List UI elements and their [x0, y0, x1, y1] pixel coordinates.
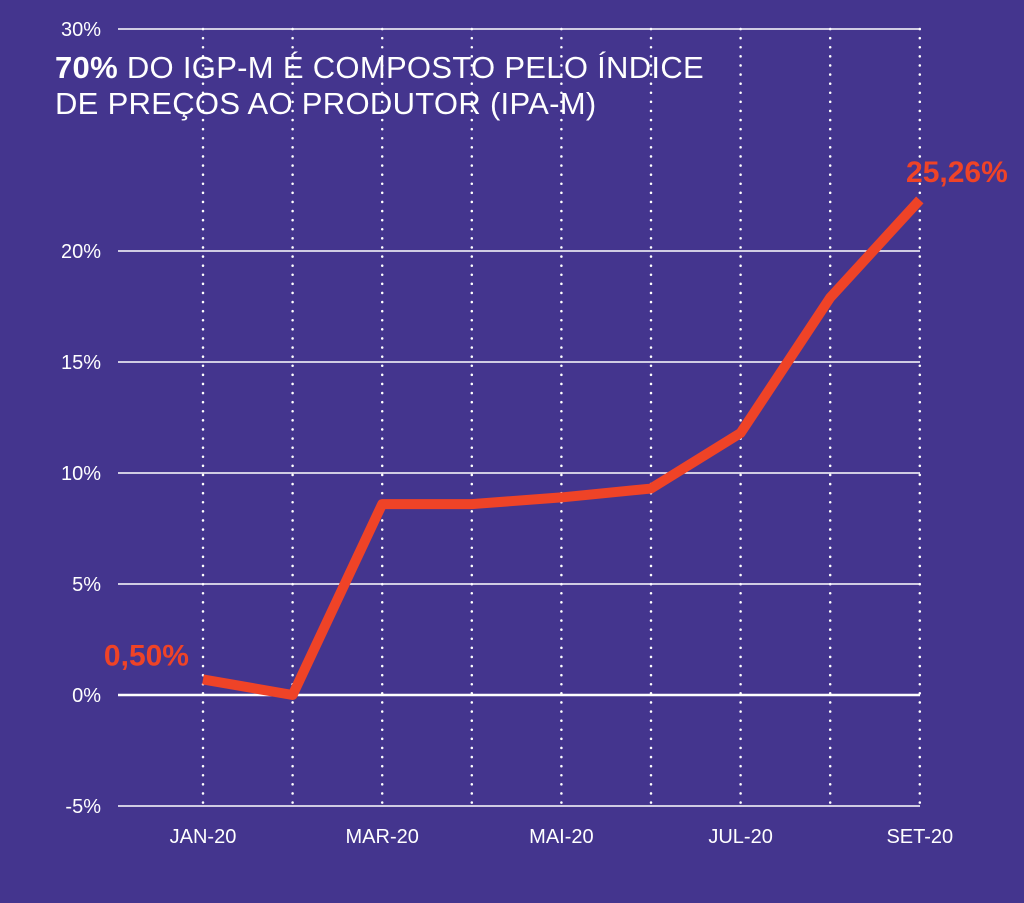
x-tick-label: MAR-20: [346, 826, 419, 848]
y-tick-label: 20%: [61, 241, 101, 263]
y-tick-label: 30%: [61, 19, 101, 41]
y-tick-label: 15%: [61, 352, 101, 374]
y-tick-label: 5%: [72, 574, 101, 596]
chart-title: 70% DO IGP-M É COMPOSTO PELO ÍNDICE DE P…: [55, 50, 704, 122]
title-highlight: 70%: [55, 50, 118, 85]
data-label: 25,26%: [906, 156, 1008, 189]
x-tick-label: MAI-20: [529, 826, 593, 848]
title-line2: DE PREÇOS AO PRODUTOR (IPA-M): [55, 86, 597, 121]
x-tick-label: JUL-20: [708, 826, 772, 848]
x-tick-label: JAN-20: [170, 826, 237, 848]
title-line1: DO IGP-M É COMPOSTO PELO ÍNDICE: [117, 50, 705, 85]
y-tick-label: 10%: [61, 463, 101, 485]
y-tick-label: 0%: [72, 685, 101, 707]
data-label: 0,50%: [104, 639, 189, 672]
x-tick-label: SET-20: [886, 826, 953, 848]
y-tick-label: -5%: [65, 796, 101, 818]
